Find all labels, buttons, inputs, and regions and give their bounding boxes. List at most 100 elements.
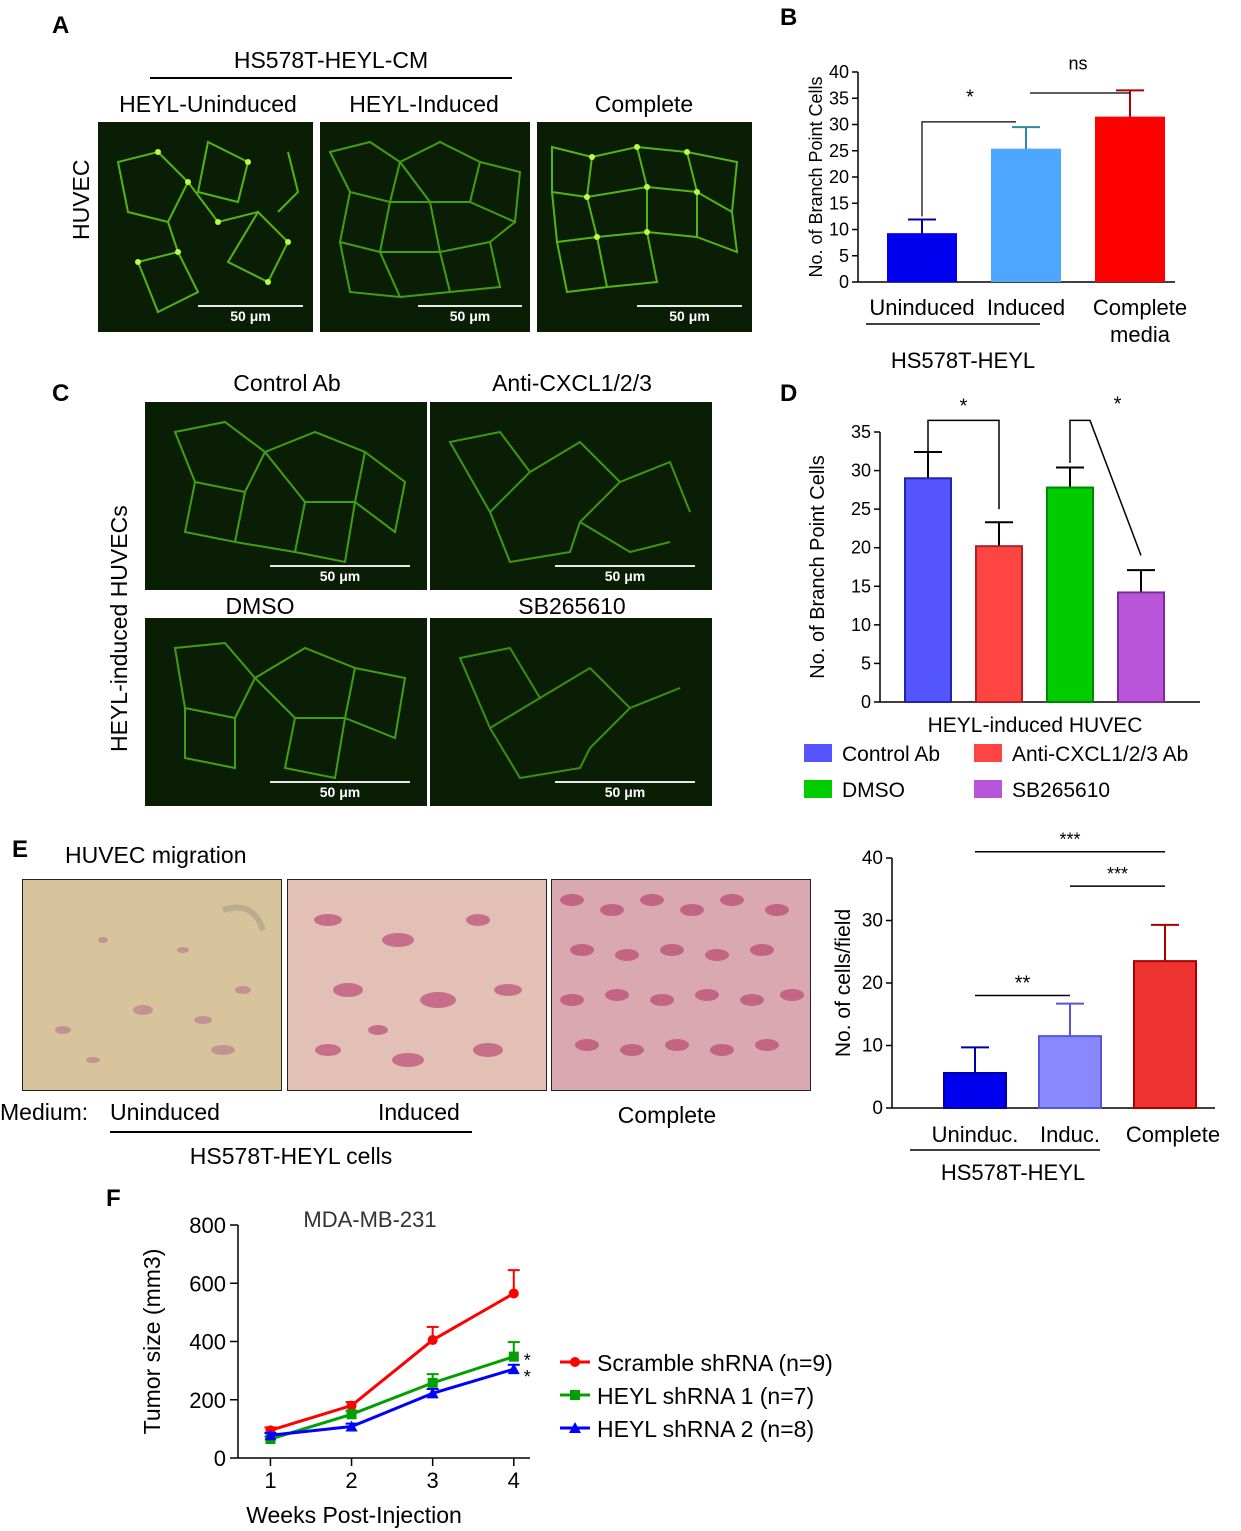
panel-e-group-line: [110, 1131, 472, 1133]
micrograph-c-anti-cxcl: 50 μm: [430, 402, 712, 590]
bar: [1117, 591, 1165, 703]
legend-swatch: [804, 780, 832, 798]
x-category-label: Complete: [1093, 295, 1187, 320]
significance-label: *: [966, 87, 974, 109]
scale-bar-label: 50 μm: [604, 784, 646, 800]
significance-label: ns: [1068, 53, 1087, 73]
panel-a-group-title: HS578T-HEYL-CM: [233, 47, 429, 73]
micrograph-e-induced: [287, 879, 547, 1091]
scale-bar-label: 50 μm: [230, 308, 271, 324]
data-point: [346, 1400, 357, 1411]
panel-e-medium-label: Medium:: [0, 1099, 89, 1125]
data-point: [426, 1387, 439, 1399]
data-point: [570, 1390, 580, 1400]
scale-bar-line: [270, 781, 410, 783]
panel-f-letter: F: [106, 1185, 121, 1212]
y-tick-label: 600: [189, 1271, 226, 1296]
micrograph-c-sb265610: 50 μm: [430, 618, 712, 806]
y-tick-label: 5: [839, 246, 849, 266]
legend-label: DMSO: [842, 779, 905, 802]
y-tick-label: 40: [829, 62, 849, 82]
significance-label: *: [1114, 393, 1122, 415]
chart-e: 0 10 20 30 40 No. of cells/field Uninduc. Induc…: [832, 830, 1220, 1185]
panel-a-row-label: HUVEC: [68, 159, 94, 240]
bar: [991, 148, 1061, 282]
x-tick-label: 3: [427, 1468, 439, 1493]
data-point: [264, 1429, 277, 1441]
significance-bracket: [921, 121, 1016, 217]
panel-c-title-3: DMSO: [225, 593, 295, 619]
stain-pattern: [314, 914, 522, 1067]
x-axis-label: Weeks Post-Injection: [246, 1502, 462, 1528]
network-pattern: [173, 420, 407, 564]
significance-label: ***: [1107, 864, 1128, 884]
panel-c-letter: C: [52, 380, 70, 407]
y-tick-label: 35: [851, 422, 871, 442]
data-point: [346, 1409, 357, 1420]
bar: [943, 1072, 1007, 1109]
micrograph-a-induced: 50 μm: [320, 122, 530, 332]
network-pattern: [173, 641, 407, 780]
y-tick-label: 0: [872, 1098, 883, 1119]
scale-bar-label: 50 μm: [319, 784, 361, 800]
panel-e-letter: E: [12, 836, 29, 863]
series-line: [270, 1292, 515, 1432]
micrograph-a-uninduced: 50 μm: [98, 122, 313, 332]
y-tick-label: 10: [829, 220, 849, 240]
y-tick-label: 15: [829, 193, 849, 213]
panel-c-title-2: Anti-CXCL1/2/3: [492, 370, 652, 396]
chart-d: 0 5 10 15 20 25 30 35 No. of Branch Point Cells H…: [804, 393, 1200, 802]
y-tick-label: 20: [851, 538, 871, 558]
y-tick-label: 40: [862, 848, 883, 869]
panel-e-label-uninduced: Uninduced: [110, 1099, 220, 1125]
x-category-label: Uninduc.: [932, 1122, 1019, 1147]
data-point: [427, 1377, 438, 1388]
bar: [904, 477, 952, 703]
x-category-label: Complete: [1126, 1122, 1220, 1147]
legend-label: Anti-CXCL1/2/3 Ab: [1012, 743, 1188, 766]
significance-label: ***: [1059, 830, 1080, 850]
y-tick-label: 200: [189, 1388, 226, 1413]
significance-bracket: [1069, 419, 1142, 556]
panel-b-letter: B: [780, 4, 798, 31]
panel-e-label-complete: Complete: [617, 1102, 717, 1128]
network-pattern: [116, 140, 300, 314]
data-point: [508, 1288, 519, 1299]
y-tick-label: 0: [214, 1446, 226, 1471]
legend-swatch: [974, 744, 1002, 762]
y-axis-label: Tumor size (mm3): [139, 1249, 165, 1435]
y-axis-label: No. of Branch Point Cells: [807, 455, 829, 678]
legend-swatch: [804, 744, 832, 762]
scale-bar-line: [270, 565, 410, 567]
stain-pattern: [560, 894, 804, 1056]
chart-title: MDA-MB-231: [303, 1207, 436, 1232]
network-pattern: [458, 646, 681, 780]
micrograph-e-uninduced: [22, 879, 282, 1091]
scale-bar-line: [555, 565, 695, 567]
legend-label: HEYL shRNA 1 (n=7): [597, 1383, 814, 1409]
x-category-label: media: [1110, 322, 1171, 347]
panel-d-letter: D: [780, 380, 798, 407]
x-category-label: Uninduced: [869, 295, 974, 320]
scale-bar-line: [555, 781, 695, 783]
significance-label: **: [1015, 972, 1031, 994]
scale-bar-label: 50 μm: [669, 308, 710, 324]
scale-bar-label: 50 μm: [604, 568, 646, 584]
data-point: [507, 1363, 520, 1375]
series-line: [270, 1355, 515, 1441]
micrograph-a-complete: 50 μm: [537, 122, 752, 332]
panel-e-label-induced: Induced: [378, 1099, 460, 1125]
x-tick-label: 4: [508, 1468, 520, 1493]
y-tick-label: 15: [851, 576, 871, 596]
x-tick-label: 1: [264, 1468, 276, 1493]
scale-bar-line: [198, 305, 303, 307]
y-tick-label: 20: [829, 167, 849, 187]
chart-f: 0 200 400 600 800 1 2 3 4 Weeks Post-Injection Tum…: [139, 1207, 833, 1528]
y-tick-label: 20: [862, 973, 883, 994]
significance-label: *: [524, 1367, 531, 1387]
group-label: HS578T-HEYL: [941, 1160, 1085, 1185]
panel-a-letter: A: [52, 12, 70, 39]
data-point: [427, 1335, 438, 1346]
y-tick-label: 5: [861, 653, 871, 673]
y-tick-label: 0: [861, 692, 871, 712]
